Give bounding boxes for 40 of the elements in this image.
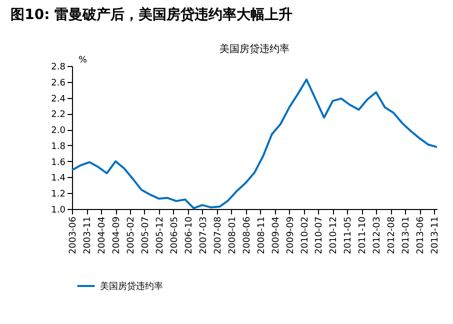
chart-title: 图10: 雷曼破产后，美国房贷违约率大幅上升 [10, 6, 293, 23]
y-axis-title: % [78, 56, 88, 66]
x-tick-label: 2004-09 [112, 216, 122, 254]
x-tick-label: 2008-01 [228, 216, 238, 254]
y-tick-label: 2.2 [51, 110, 66, 120]
legend-label: 美国房贷违约率 [100, 281, 163, 292]
x-tick-label: 2010-12 [329, 216, 340, 254]
y-tick-label: 1.8 [51, 142, 66, 152]
x-tick-label: 2005-07 [140, 216, 151, 254]
x-tick-label: 2006-05 [170, 216, 180, 254]
y-tick-label: 1.2 [51, 190, 66, 200]
x-tick-label: 2013-11 [430, 216, 441, 254]
x-tick-label: 2011-05 [344, 216, 354, 254]
x-tick-label: 2008-11 [256, 216, 267, 254]
x-tick-label: 2006-10 [184, 216, 194, 254]
x-tick-label: 2007-08 [213, 216, 224, 254]
x-tick-label: 2004-04 [98, 216, 108, 254]
x-tick-label: 2010-07 [314, 216, 325, 254]
y-tick-label: 1.6 [51, 158, 66, 168]
y-tick-label: 2.4 [51, 94, 66, 104]
x-tick-label: 2003-11 [83, 216, 94, 254]
x-tick-label: 2005-12 [155, 216, 166, 254]
x-tick-label: 2007-03 [198, 216, 209, 254]
y-tick-label: 2.0 [51, 126, 66, 136]
x-tick-label: 2012-03 [372, 216, 383, 254]
x-tick-label: 2009-09 [286, 216, 296, 254]
x-tick-label: 2012-08 [387, 216, 398, 254]
x-tick-label: 2013-01 [402, 216, 412, 254]
x-tick-label: 2003-06 [68, 216, 78, 254]
y-tick-label: 1.0 [51, 206, 66, 216]
x-tick-label: 2008-06 [242, 216, 252, 254]
x-tick-label: 2005-02 [126, 216, 137, 254]
x-tick-label: 2013-06 [416, 216, 426, 254]
y-tick-label: 2.6 [51, 78, 66, 88]
chart-subtitle: 美国房贷违约率 [220, 43, 290, 55]
x-tick-label: 2011-10 [358, 216, 368, 254]
x-tick-label: 2009-04 [271, 216, 282, 254]
x-tick-label: 2010-02 [300, 216, 310, 254]
y-tick-label: 2.8 [51, 62, 66, 72]
y-tick-label: 1.4 [51, 174, 66, 184]
